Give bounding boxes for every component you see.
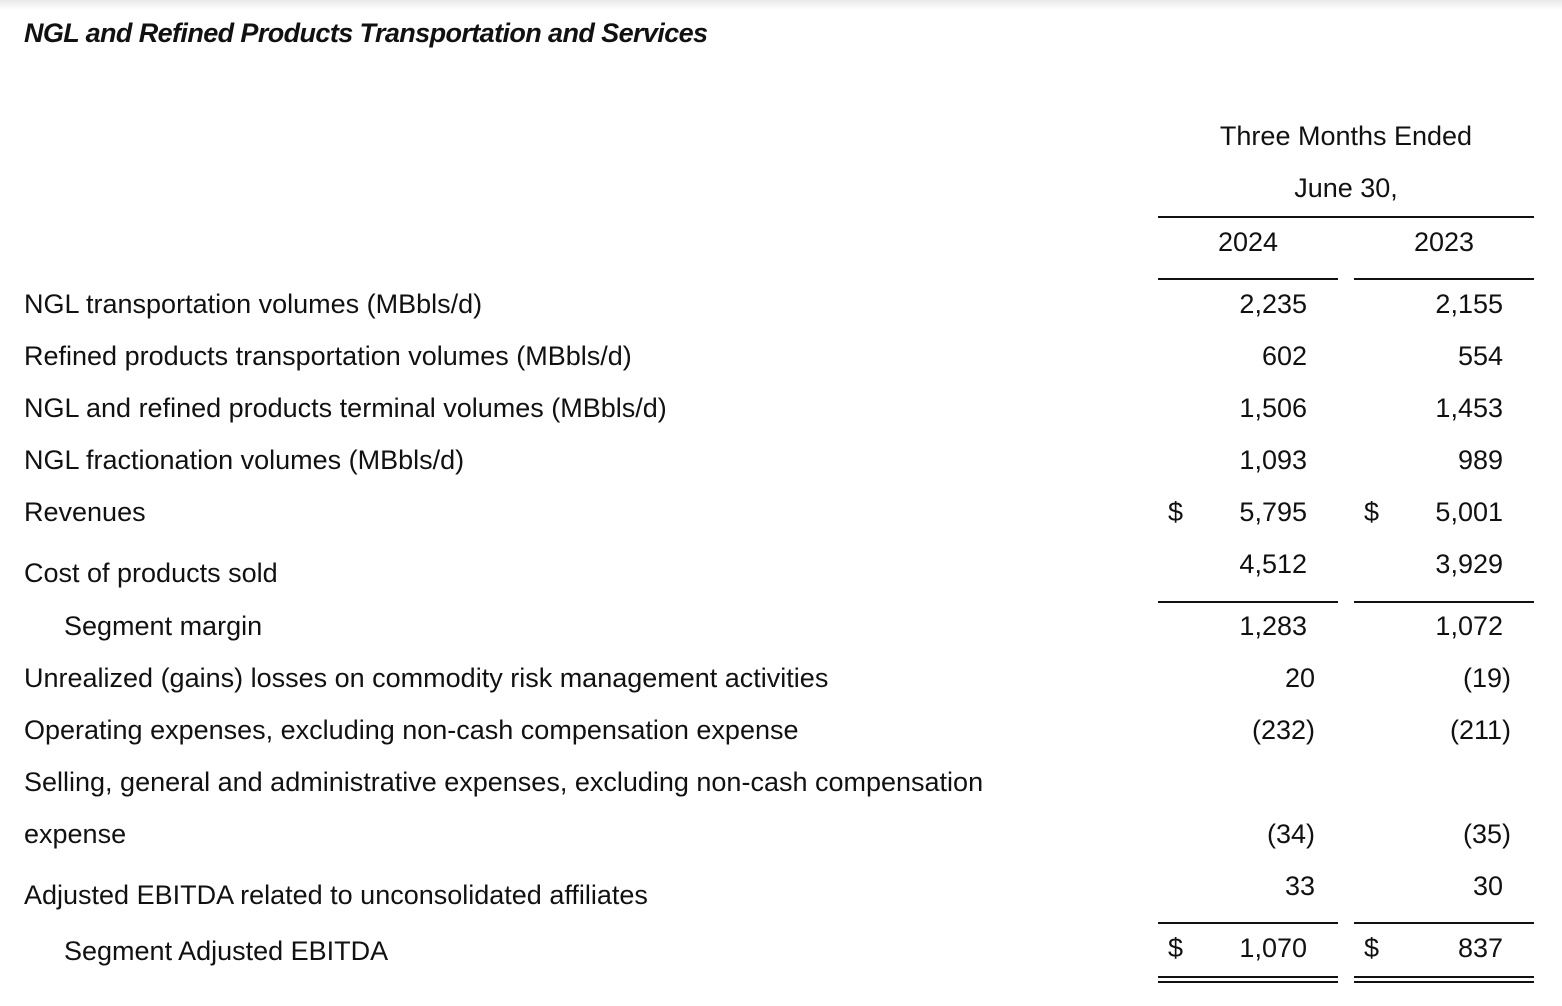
value-2024: 20 xyxy=(1284,663,1315,693)
table-row: Cost of products sold 4,512 3,929 xyxy=(0,549,1562,589)
table-row: expense (34) (35) xyxy=(0,819,1562,859)
table-row: NGL fractionation volumes (MBbls/d) 1,09… xyxy=(0,445,1562,485)
value-2024: (232) xyxy=(1251,715,1315,745)
column-header-rule-2023 xyxy=(1354,278,1534,280)
value-2024: (34) xyxy=(1266,819,1315,849)
row-label: Segment Adjusted EBITDA xyxy=(64,936,389,966)
section-title: NGL and Refined Products Transportation … xyxy=(24,18,708,48)
column-header-2023: 2023 xyxy=(1413,227,1475,257)
top-shadow xyxy=(0,0,1562,10)
row-label: NGL transportation volumes (MBbls/d) xyxy=(24,289,483,319)
currency-symbol: $ xyxy=(1364,497,1380,527)
table-row: Unrealized (gains) losses on commodity r… xyxy=(0,663,1562,703)
table-row: Revenues $ 5,795 $ 5,001 xyxy=(0,497,1562,537)
grand-total-double-rule-2024 xyxy=(1158,976,1338,983)
value-2023: 989 xyxy=(1457,445,1503,475)
row-label: NGL and refined products terminal volume… xyxy=(24,393,667,423)
subtotal-rule-2024 xyxy=(1158,601,1338,603)
period-header-line1: Three Months Ended xyxy=(1219,121,1473,151)
value-2024: 1,506 xyxy=(1239,393,1307,423)
table-row: NGL and refined products terminal volume… xyxy=(0,393,1562,433)
row-label: Revenues xyxy=(24,497,146,527)
table-row: Operating expenses, excluding non-cash c… xyxy=(0,715,1562,755)
grand-total-double-rule-2023 xyxy=(1354,976,1534,983)
value-2023: 1,453 xyxy=(1435,393,1503,423)
currency-symbol: $ xyxy=(1168,497,1184,527)
value-2024: 4,512 xyxy=(1239,549,1307,579)
value-2023: 554 xyxy=(1457,341,1503,371)
row-label: Refined products transportation volumes … xyxy=(24,341,632,371)
row-label: Segment margin xyxy=(64,611,263,641)
column-header-2024: 2024 xyxy=(1217,227,1279,257)
total-rule-2024 xyxy=(1158,922,1338,924)
total-rule-2023 xyxy=(1354,922,1534,924)
value-2023: (35) xyxy=(1462,819,1511,849)
value-2024: 1,093 xyxy=(1239,445,1307,475)
value-2023: 1,072 xyxy=(1435,611,1503,641)
table-row: Refined products transportation volumes … xyxy=(0,341,1562,381)
value-2023: 30 xyxy=(1472,871,1503,901)
row-label: Unrealized (gains) losses on commodity r… xyxy=(24,663,829,693)
value-2024: 1,070 xyxy=(1239,933,1307,963)
subtotal-rule-2023 xyxy=(1354,601,1534,603)
currency-symbol: $ xyxy=(1168,933,1184,963)
value-2024: 33 xyxy=(1284,871,1315,901)
row-label: Cost of products sold xyxy=(24,558,278,588)
value-2024: 2,235 xyxy=(1239,289,1307,319)
currency-symbol: $ xyxy=(1364,933,1380,963)
row-label-continued: expense xyxy=(24,819,127,849)
period-header-line2: June 30, xyxy=(1294,173,1398,203)
table-row: Segment Adjusted EBITDA $ 1,070 $ 837 xyxy=(0,933,1562,973)
table-row: Segment margin 1,283 1,072 xyxy=(0,611,1562,651)
table-row: Adjusted EBITDA related to unconsolidate… xyxy=(0,871,1562,911)
value-2023: (19) xyxy=(1462,663,1511,693)
row-label: NGL fractionation volumes (MBbls/d) xyxy=(24,445,465,475)
value-2023: 5,001 xyxy=(1435,497,1503,527)
value-2023: 3,929 xyxy=(1435,549,1503,579)
table-row: NGL transportation volumes (MBbls/d) 2,2… xyxy=(0,289,1562,329)
value-2024: 5,795 xyxy=(1239,497,1307,527)
row-label: Operating expenses, excluding non-cash c… xyxy=(24,715,799,745)
period-header-rule xyxy=(1158,216,1534,218)
value-2024: 1,283 xyxy=(1239,611,1307,641)
row-label: Adjusted EBITDA related to unconsolidate… xyxy=(24,880,648,910)
row-label: Selling, general and administrative expe… xyxy=(24,767,984,797)
value-2024: 602 xyxy=(1261,341,1307,371)
value-2023: 2,155 xyxy=(1435,289,1503,319)
value-2023: 837 xyxy=(1457,933,1503,963)
table-row: Selling, general and administrative expe… xyxy=(0,767,1562,807)
value-2023: (211) xyxy=(1449,715,1511,745)
column-header-rule-2024 xyxy=(1158,278,1338,280)
